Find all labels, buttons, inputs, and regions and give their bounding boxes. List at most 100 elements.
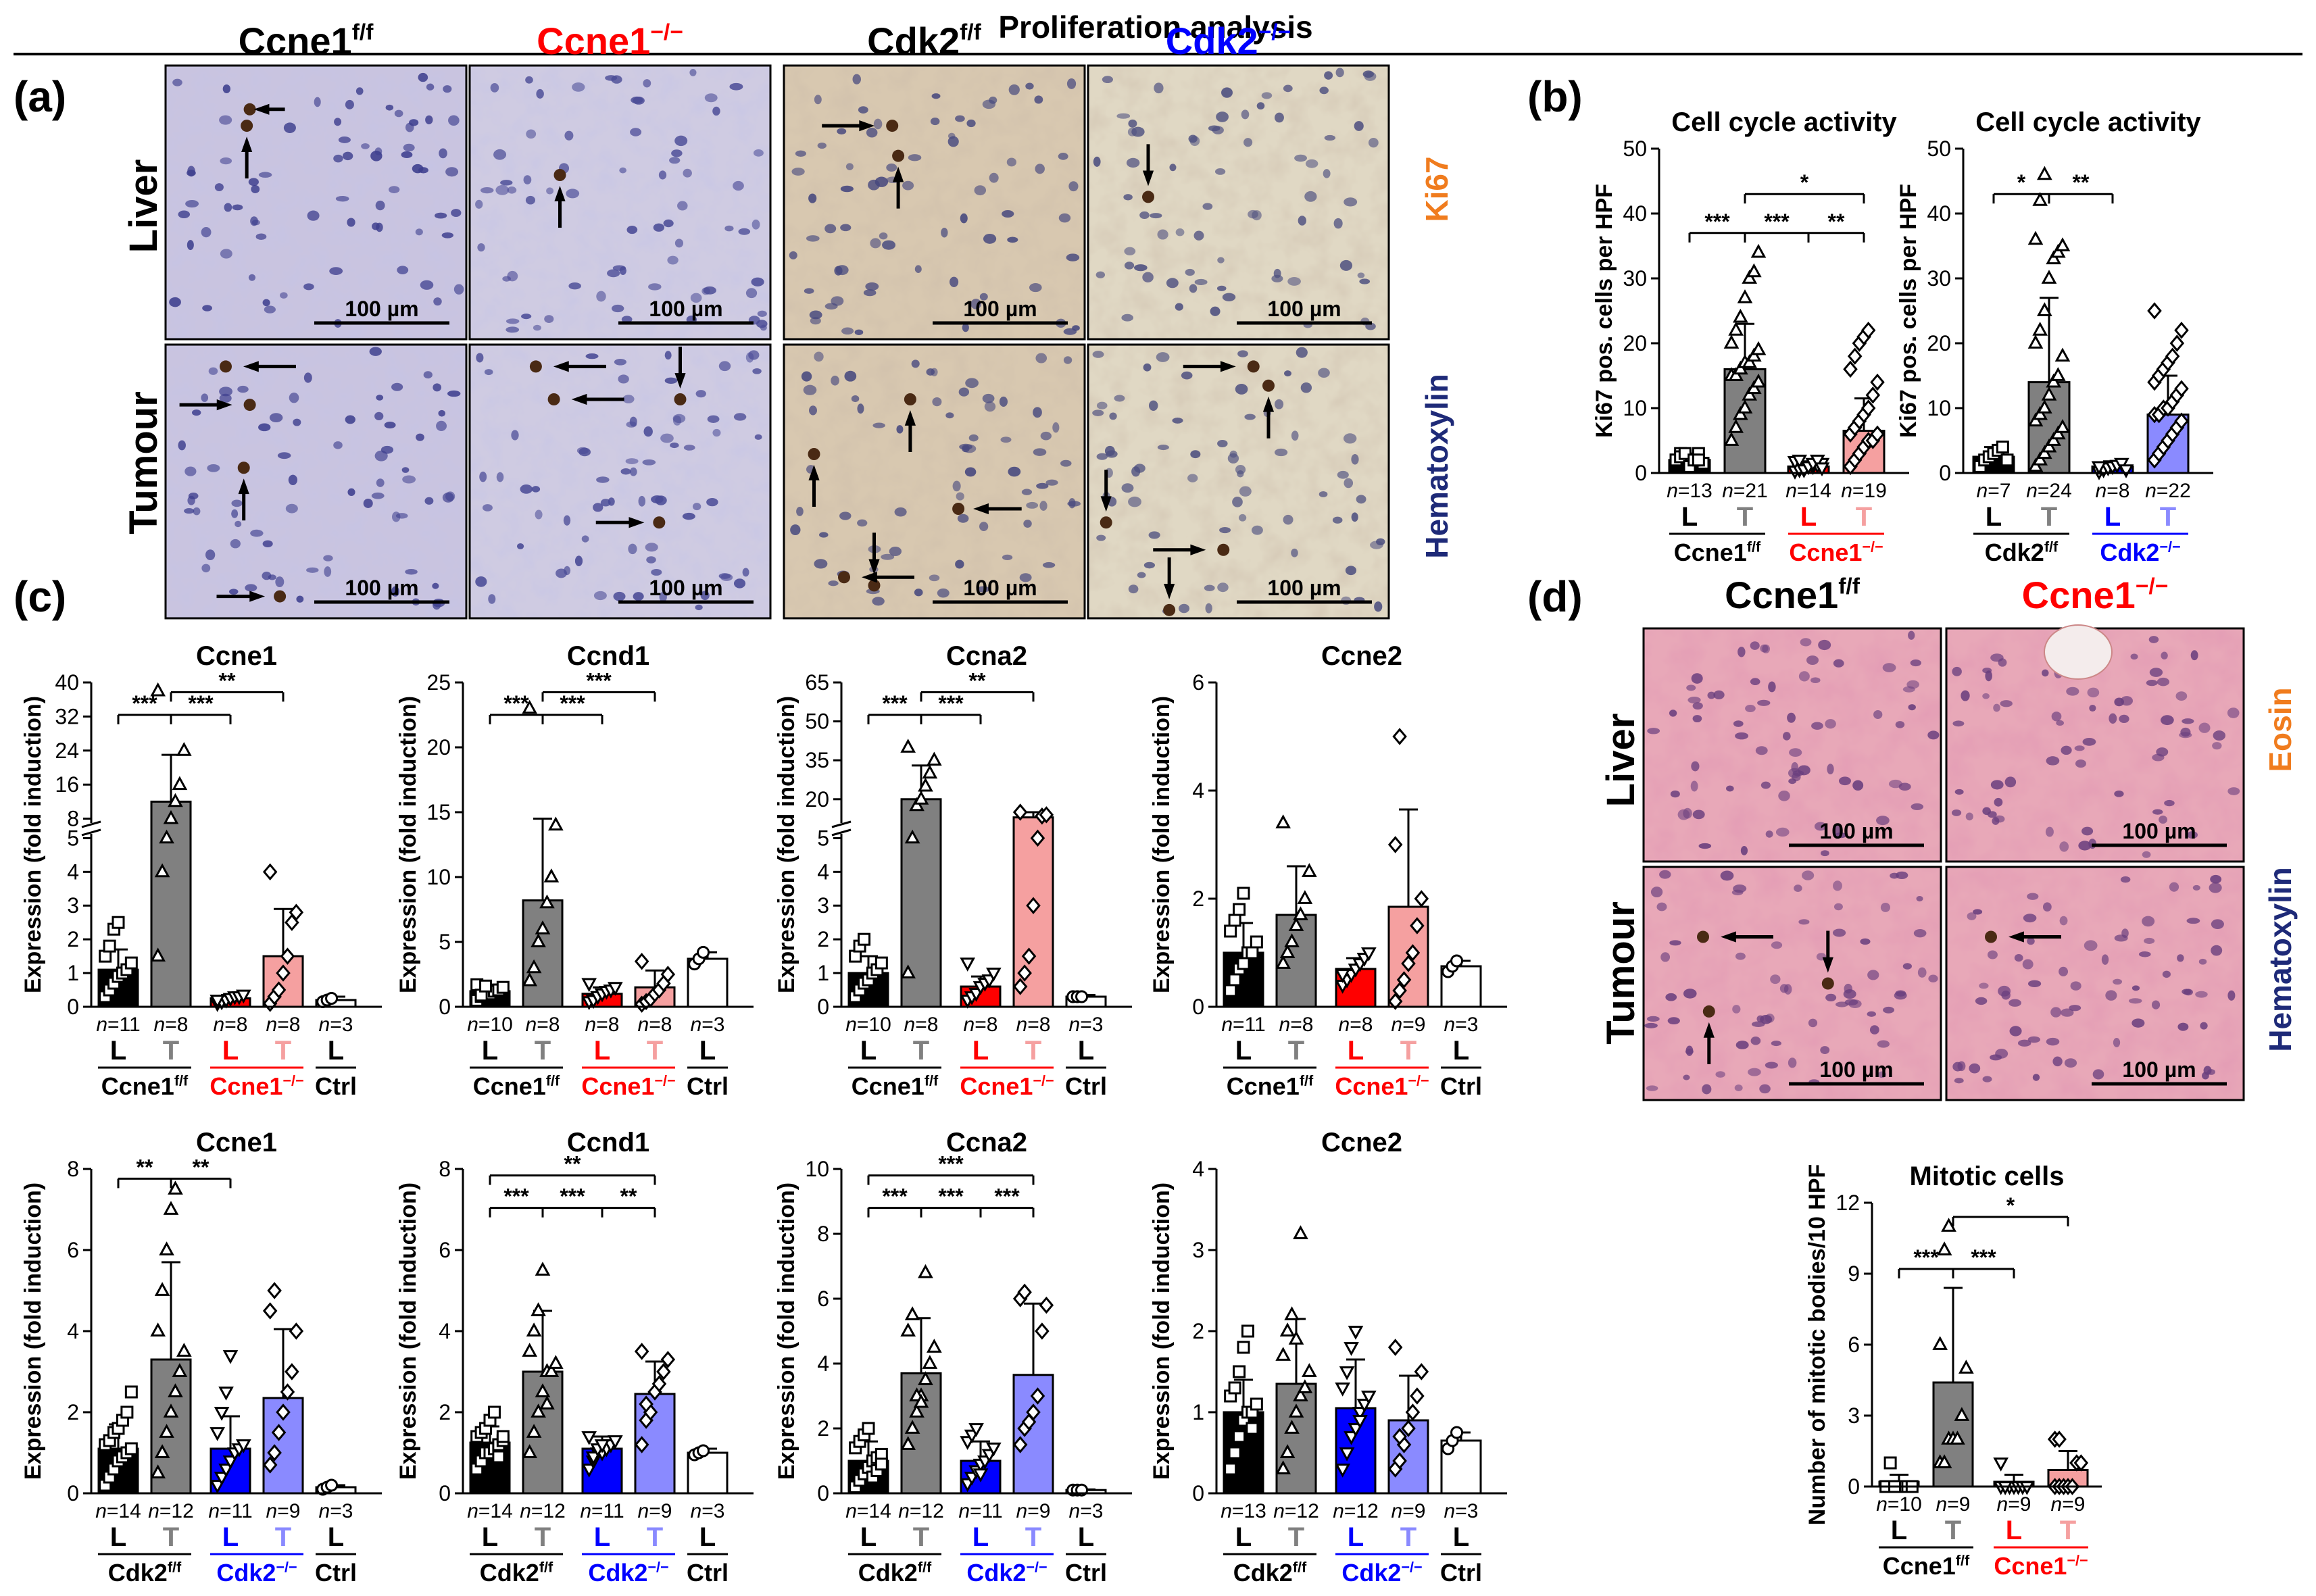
- chart-c-1-1-point: [634, 1436, 649, 1453]
- micrograph-d-1-1-nucleus: [2017, 1039, 2031, 1047]
- micrograph-d-0-1-nucleus: [1902, 963, 1912, 970]
- micrograph-a-0-0-nucleus: [283, 122, 296, 133]
- chart-d-point: [1954, 1407, 1970, 1421]
- micrograph-a-3-0-nucleus: [1210, 306, 1221, 316]
- micrograph-a-1-1-nucleus: [629, 416, 637, 427]
- chart-c-0-1-geno-1: Ccne1−/−: [581, 1072, 675, 1100]
- micrograph-a-2-0-nucleus: [1006, 157, 1016, 167]
- micrograph-a-1-1-nucleus: [596, 476, 610, 483]
- micrograph-a-2-1-positive-cell: [808, 448, 820, 460]
- micrograph-d-0-1-nucleus: [1916, 895, 1923, 902]
- chart-c-0-3-point: [1228, 973, 1241, 987]
- micrograph-d-1-1-nucleus: [2064, 1058, 2077, 1068]
- chart-d-point: [1883, 1456, 1897, 1470]
- chart-c-1-1-point: [581, 1464, 597, 1478]
- chart-c-0-1-geno-0: Ccne1f/f: [473, 1072, 560, 1100]
- chart-c-0-0-point: [210, 995, 226, 1009]
- chart-c-1-1-point: [535, 1383, 551, 1397]
- micrograph-a-2-1-nucleus: [911, 359, 920, 368]
- micrograph-a-0-0-nucleus: [262, 299, 270, 307]
- micrograph-d-1-0-nucleus: [2045, 826, 2054, 837]
- micrograph-a-1-0-nucleus: [658, 170, 667, 180]
- micrograph-a-1-1-nucleus: [620, 468, 631, 475]
- chart-c-1-3-point: [1228, 1446, 1241, 1460]
- micrograph-d-0-0-nucleus: [1873, 709, 1883, 719]
- micrograph-a-0-1-nucleus: [436, 420, 447, 432]
- chart-c-1-3-point: [1237, 1341, 1250, 1354]
- micrograph-d-0-0-nucleus: [1902, 686, 1915, 693]
- micrograph-a-1-0-nucleus: [526, 129, 537, 139]
- chart-c-1-0-point: [124, 1442, 138, 1455]
- chart-b-0-point: [1865, 386, 1881, 404]
- micrograph-a-2-1-scale-label: 100 µm: [963, 576, 1037, 600]
- chart-c-1-1-point: [660, 1351, 676, 1368]
- micrograph-a-2-1-nucleus: [809, 405, 817, 416]
- micrograph-d-1-0-nucleus: [2000, 700, 2013, 707]
- micrograph-a-0-1-nucleus: [402, 475, 416, 484]
- micrograph-a-1-1-nucleus: [700, 591, 710, 601]
- panel-d-stain-hematoxylin: Hematoxylin: [2263, 867, 2298, 1052]
- micrograph-a-3-0-nucleus: [1222, 293, 1236, 301]
- micrograph-d-0-0-nucleus: [1910, 659, 1922, 667]
- chart-d-n-label-0-n: n: [1876, 1493, 1888, 1516]
- micrograph-d-0-0-nucleus: [1895, 721, 1905, 728]
- chart-b-1-point: [2054, 347, 2071, 362]
- micrograph-d-1-0-nucleus: [1952, 720, 1965, 727]
- micrograph-a-2-0-nucleus: [791, 168, 805, 176]
- chart-d-point: [1941, 1218, 1956, 1232]
- chart-c-0-2-n-label-3: n=8: [1016, 1014, 1051, 1036]
- chart-b-1-y-tick-label: 50: [1927, 136, 1951, 161]
- chart-c-1-1-n-label-3-val: =9: [649, 1500, 672, 1522]
- micrograph-d-0-1-nucleus: [1667, 1017, 1680, 1025]
- micrograph-a-2-1-arrowhead: [808, 465, 820, 480]
- chart-b-1-point: [1996, 441, 2009, 454]
- chart-c-0-2-y-tick-label: 35: [805, 748, 829, 772]
- micrograph-a-0-1-texture: [166, 345, 466, 618]
- micrograph-a-0-0-nucleus: [185, 199, 199, 208]
- panel-d-row-liver: Liver: [1599, 714, 1643, 807]
- micrograph-a-2-0-nucleus: [1058, 213, 1071, 223]
- chart-c-0-0-n-label-1-val: =8: [165, 1014, 188, 1036]
- micrograph-a-1-1-nucleus: [475, 576, 487, 587]
- chart-c-1-2-n-label-2: n=11: [958, 1500, 1002, 1522]
- micrograph-d-0-1-nucleus: [1735, 952, 1746, 960]
- chart-c-1-1-group-label: L: [699, 1522, 716, 1552]
- micrograph-d-0-1-nucleus: [1733, 884, 1747, 893]
- micrograph-a-2-1-nucleus: [914, 589, 923, 597]
- chart-c-0-3-group-label: T: [1400, 1036, 1416, 1066]
- micrograph-d-1-0-nucleus: [2061, 745, 2072, 755]
- chart-c-0-2-n-label-0-val: =10: [857, 1014, 891, 1036]
- chart-c-0-3-group-label: L: [1235, 1036, 1252, 1066]
- micrograph-d-1-1-nucleus: [2227, 990, 2236, 1001]
- chart-c-0-2-axis-break-mark: [831, 820, 852, 828]
- chart-c-0-3-point: [1250, 935, 1263, 949]
- micrograph-d-0-0-nucleus: [1707, 691, 1716, 699]
- chart-c-0-0-point: [159, 829, 174, 844]
- panel-a-header-3-base: Cdk2: [1166, 20, 1258, 62]
- chart-b-0-point: [1692, 453, 1705, 467]
- micrograph-d-1-0-nucleus: [1985, 670, 1992, 682]
- micrograph-a-1-1-nucleus: [613, 591, 626, 601]
- chart-c-0-2-group-label: L: [860, 1036, 877, 1066]
- micrograph-d-0-1-nucleus: [1748, 1068, 1761, 1076]
- micrograph-a-2-1-nucleus: [979, 522, 989, 531]
- micrograph-d-1-0-nucleus: [2180, 727, 2191, 737]
- chart-c-1-1-point: [607, 1435, 623, 1449]
- micrograph-a-3-0-nucleus: [1335, 68, 1344, 78]
- chart-b-0-point: [1746, 263, 1762, 278]
- micrograph-a-0-1-nucleus: [445, 491, 455, 501]
- chart-c-0-1-ctrl-label: Ctrl: [687, 1072, 729, 1100]
- micrograph-a-2-1-texture: [784, 345, 1085, 618]
- micrograph-a-2-0-nucleus: [1029, 282, 1042, 293]
- micrograph-a-0-1-nucleus: [347, 488, 355, 497]
- micrograph-a-3-0-nucleus: [1126, 157, 1140, 168]
- chart-c-0-3-point: [1387, 993, 1403, 1010]
- chart-c-1-3-point: [1339, 1447, 1355, 1462]
- chart-c-0-3-geno-1-base: Ccne1: [1335, 1072, 1408, 1100]
- micrograph-a-3-0-nucleus: [1166, 278, 1179, 289]
- micrograph-a-0-0: 100 µm: [164, 64, 468, 341]
- chart-c-1-0-point: [176, 1343, 192, 1357]
- micrograph-d-0-0-nucleus: [1691, 673, 1703, 684]
- micrograph-a-3-0-nucleus: [1324, 71, 1333, 80]
- chart-c-0-2-point: [1030, 829, 1045, 847]
